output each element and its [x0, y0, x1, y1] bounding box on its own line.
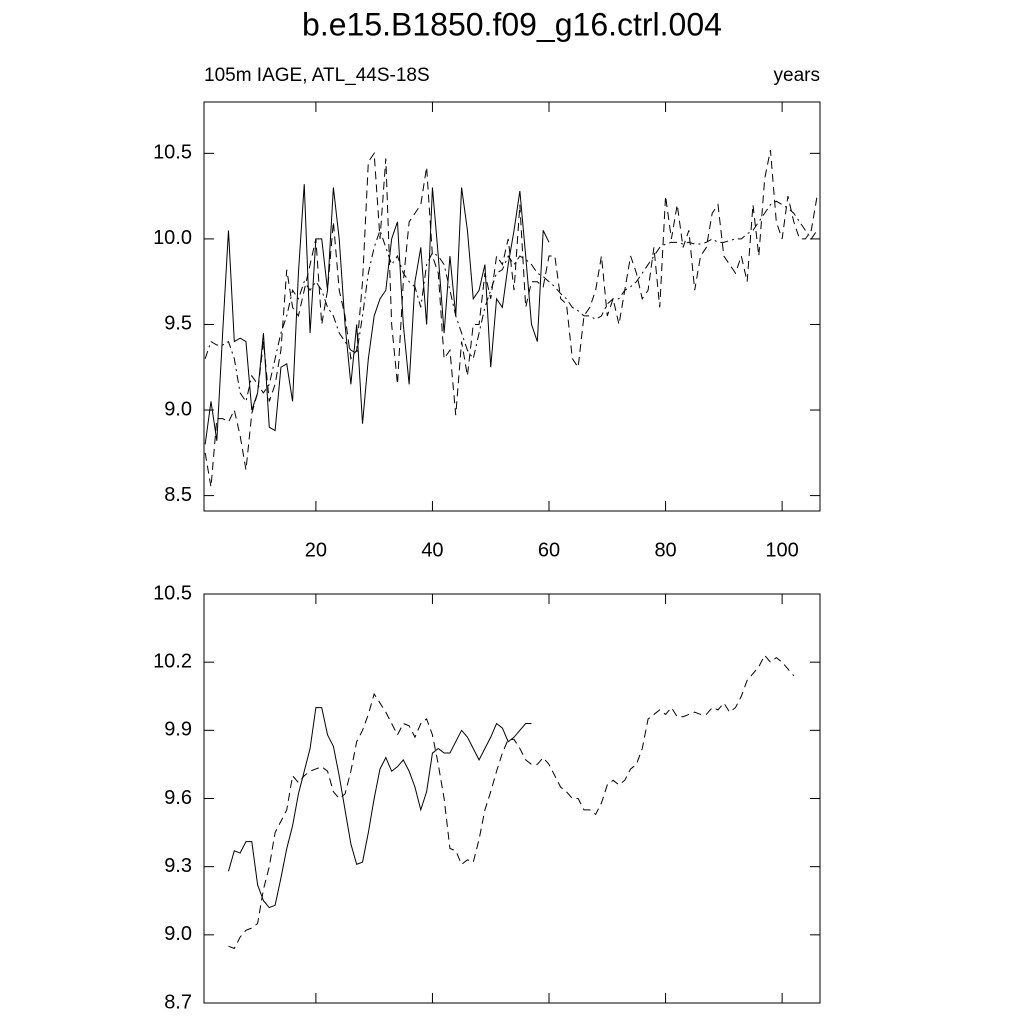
y-tick-label: 8.7: [164, 991, 192, 1013]
data-line: [204, 149, 818, 488]
y-tick-label: 9.6: [164, 787, 192, 809]
data-line: [204, 200, 818, 403]
y-tick-label: 10.5: [153, 142, 192, 164]
y-tick-label: 9.3: [164, 855, 192, 877]
x-tick-label: 80: [654, 539, 676, 561]
data-line: [227, 707, 532, 909]
x-tick-label: 100: [765, 539, 798, 561]
y-tick-label: 9.0: [164, 398, 192, 420]
y-tick-label: 9.5: [164, 313, 192, 335]
x-tick-label: 60: [538, 539, 560, 561]
y-tick-label: 10.0: [153, 227, 192, 249]
y-tick-label: 10.5: [153, 582, 192, 604]
right-string: years: [774, 65, 820, 86]
x-tick-label: 40: [421, 539, 443, 561]
chart-title: b.e15.B1850.f09_g16.ctrl.004: [302, 6, 722, 42]
y-tick-label: 9.0: [164, 923, 192, 945]
plot-frame: [203, 101, 821, 512]
plot-frame: [203, 593, 821, 1004]
data-line: [228, 654, 795, 950]
y-tick-label: 8.5: [164, 484, 192, 506]
left-string: 105m IAGE, ATL_44S-18S: [204, 65, 430, 86]
y-tick-label: 9.9: [164, 719, 192, 741]
data-line: [204, 184, 550, 445]
x-tick-label: 20: [305, 539, 327, 561]
y-tick-label: 10.2: [153, 650, 192, 672]
